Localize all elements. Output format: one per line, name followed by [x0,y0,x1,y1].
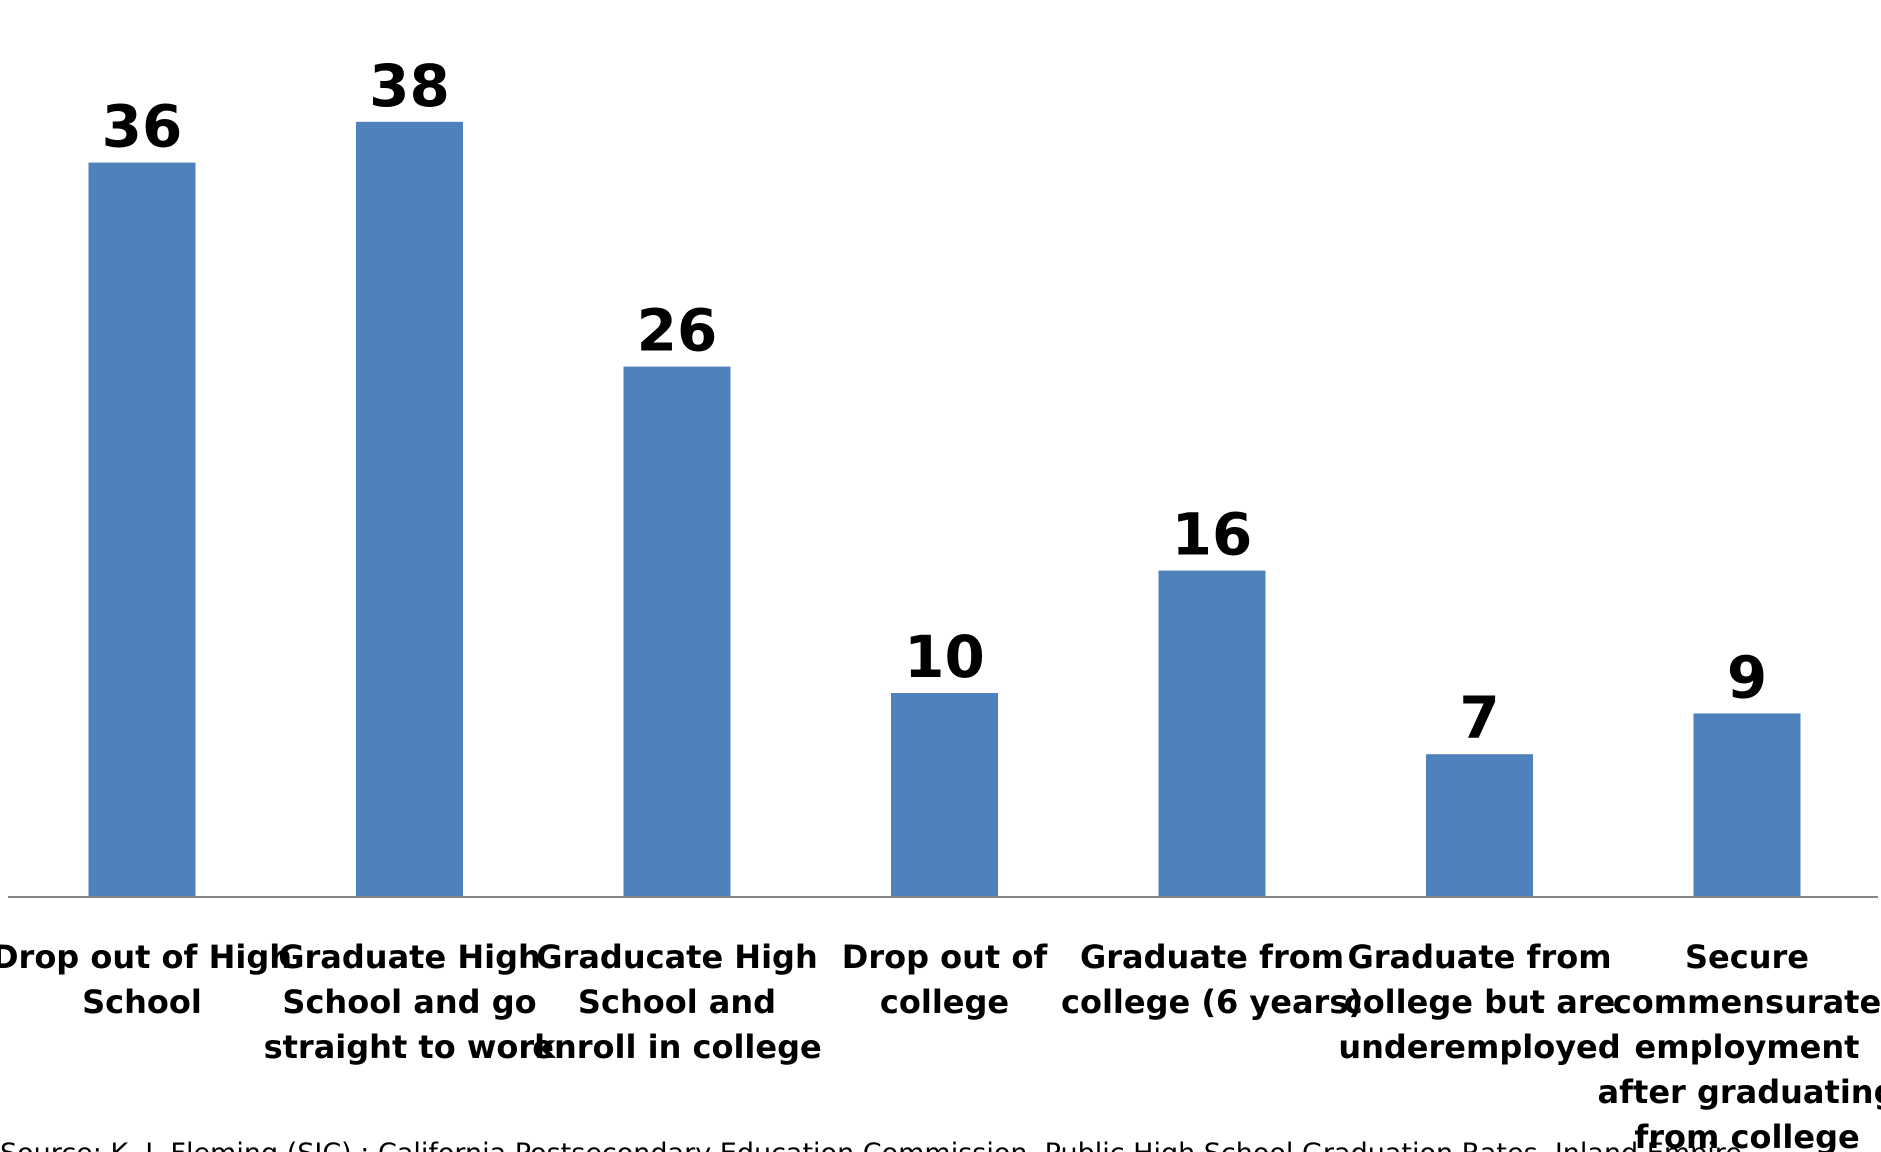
category-label-line: straight to work [264,1028,557,1066]
category-label-3: Graducate High School and enroll in colleg… [532,938,821,1066]
bar-3 [623,366,731,898]
category-label-line: Secure [1685,938,1809,976]
bar-5 [1158,570,1266,897]
category-label-line: School [82,983,202,1021]
category-label-line: Drop out of [842,938,1049,976]
category-label-line: employment [1635,1028,1860,1066]
category-label-line: college but are [1344,983,1616,1021]
data-label-4: 10 [904,623,985,691]
category-label-line: enroll in college [532,1028,821,1066]
data-label-7: 9 [1727,643,1767,711]
category-labels-group: Drop out of High School Graduate High Schoo… [0,938,1881,1152]
category-label-line: Graduate from [1080,938,1344,976]
category-label-line: college [880,983,1009,1021]
category-label-line: after graduating [1598,1073,1881,1111]
category-label-line: Graduate from [1347,938,1611,976]
category-label-2: Graduate High School and go straight to wo… [264,938,557,1066]
bar-1 [88,162,196,898]
category-label-line: college (6 years) [1061,983,1363,1021]
category-label-line: Graducate High [536,938,817,976]
data-label-5: 16 [1172,501,1253,569]
category-label-line: School and [578,983,776,1021]
bar-4 [891,693,998,897]
category-label-1: Drop out of High School [0,938,292,1021]
category-label-5: Graduate from college (6 years) [1061,938,1363,1021]
category-label-line: Graduate High [278,938,541,976]
bar-2 [356,121,463,898]
bar-7 [1693,713,1801,897]
data-label-2: 38 [369,52,450,120]
category-label-line: commensurate [1613,983,1881,1021]
category-label-4: Drop out of college [842,938,1049,1021]
category-label-line: from college [1634,1118,1859,1152]
bar-6 [1426,754,1533,897]
category-label-line: School and go [282,983,536,1021]
category-label-line: underemployed [1338,1028,1620,1066]
category-label-6: Graduate from college but are underemploye… [1338,938,1620,1066]
data-label-6: 7 [1459,684,1499,752]
source-note: Source: K. J. Fleming (SIC) ; California… [0,1138,1742,1152]
data-label-3: 26 [637,297,718,365]
category-label-7: Secure commensurate employment after gradua… [1598,938,1881,1152]
bars-group [88,121,1801,898]
value-labels-group: 36 38 26 10 16 7 9 [102,52,1768,752]
data-label-1: 36 [102,93,183,161]
category-label-line: Drop out of High [0,938,292,976]
